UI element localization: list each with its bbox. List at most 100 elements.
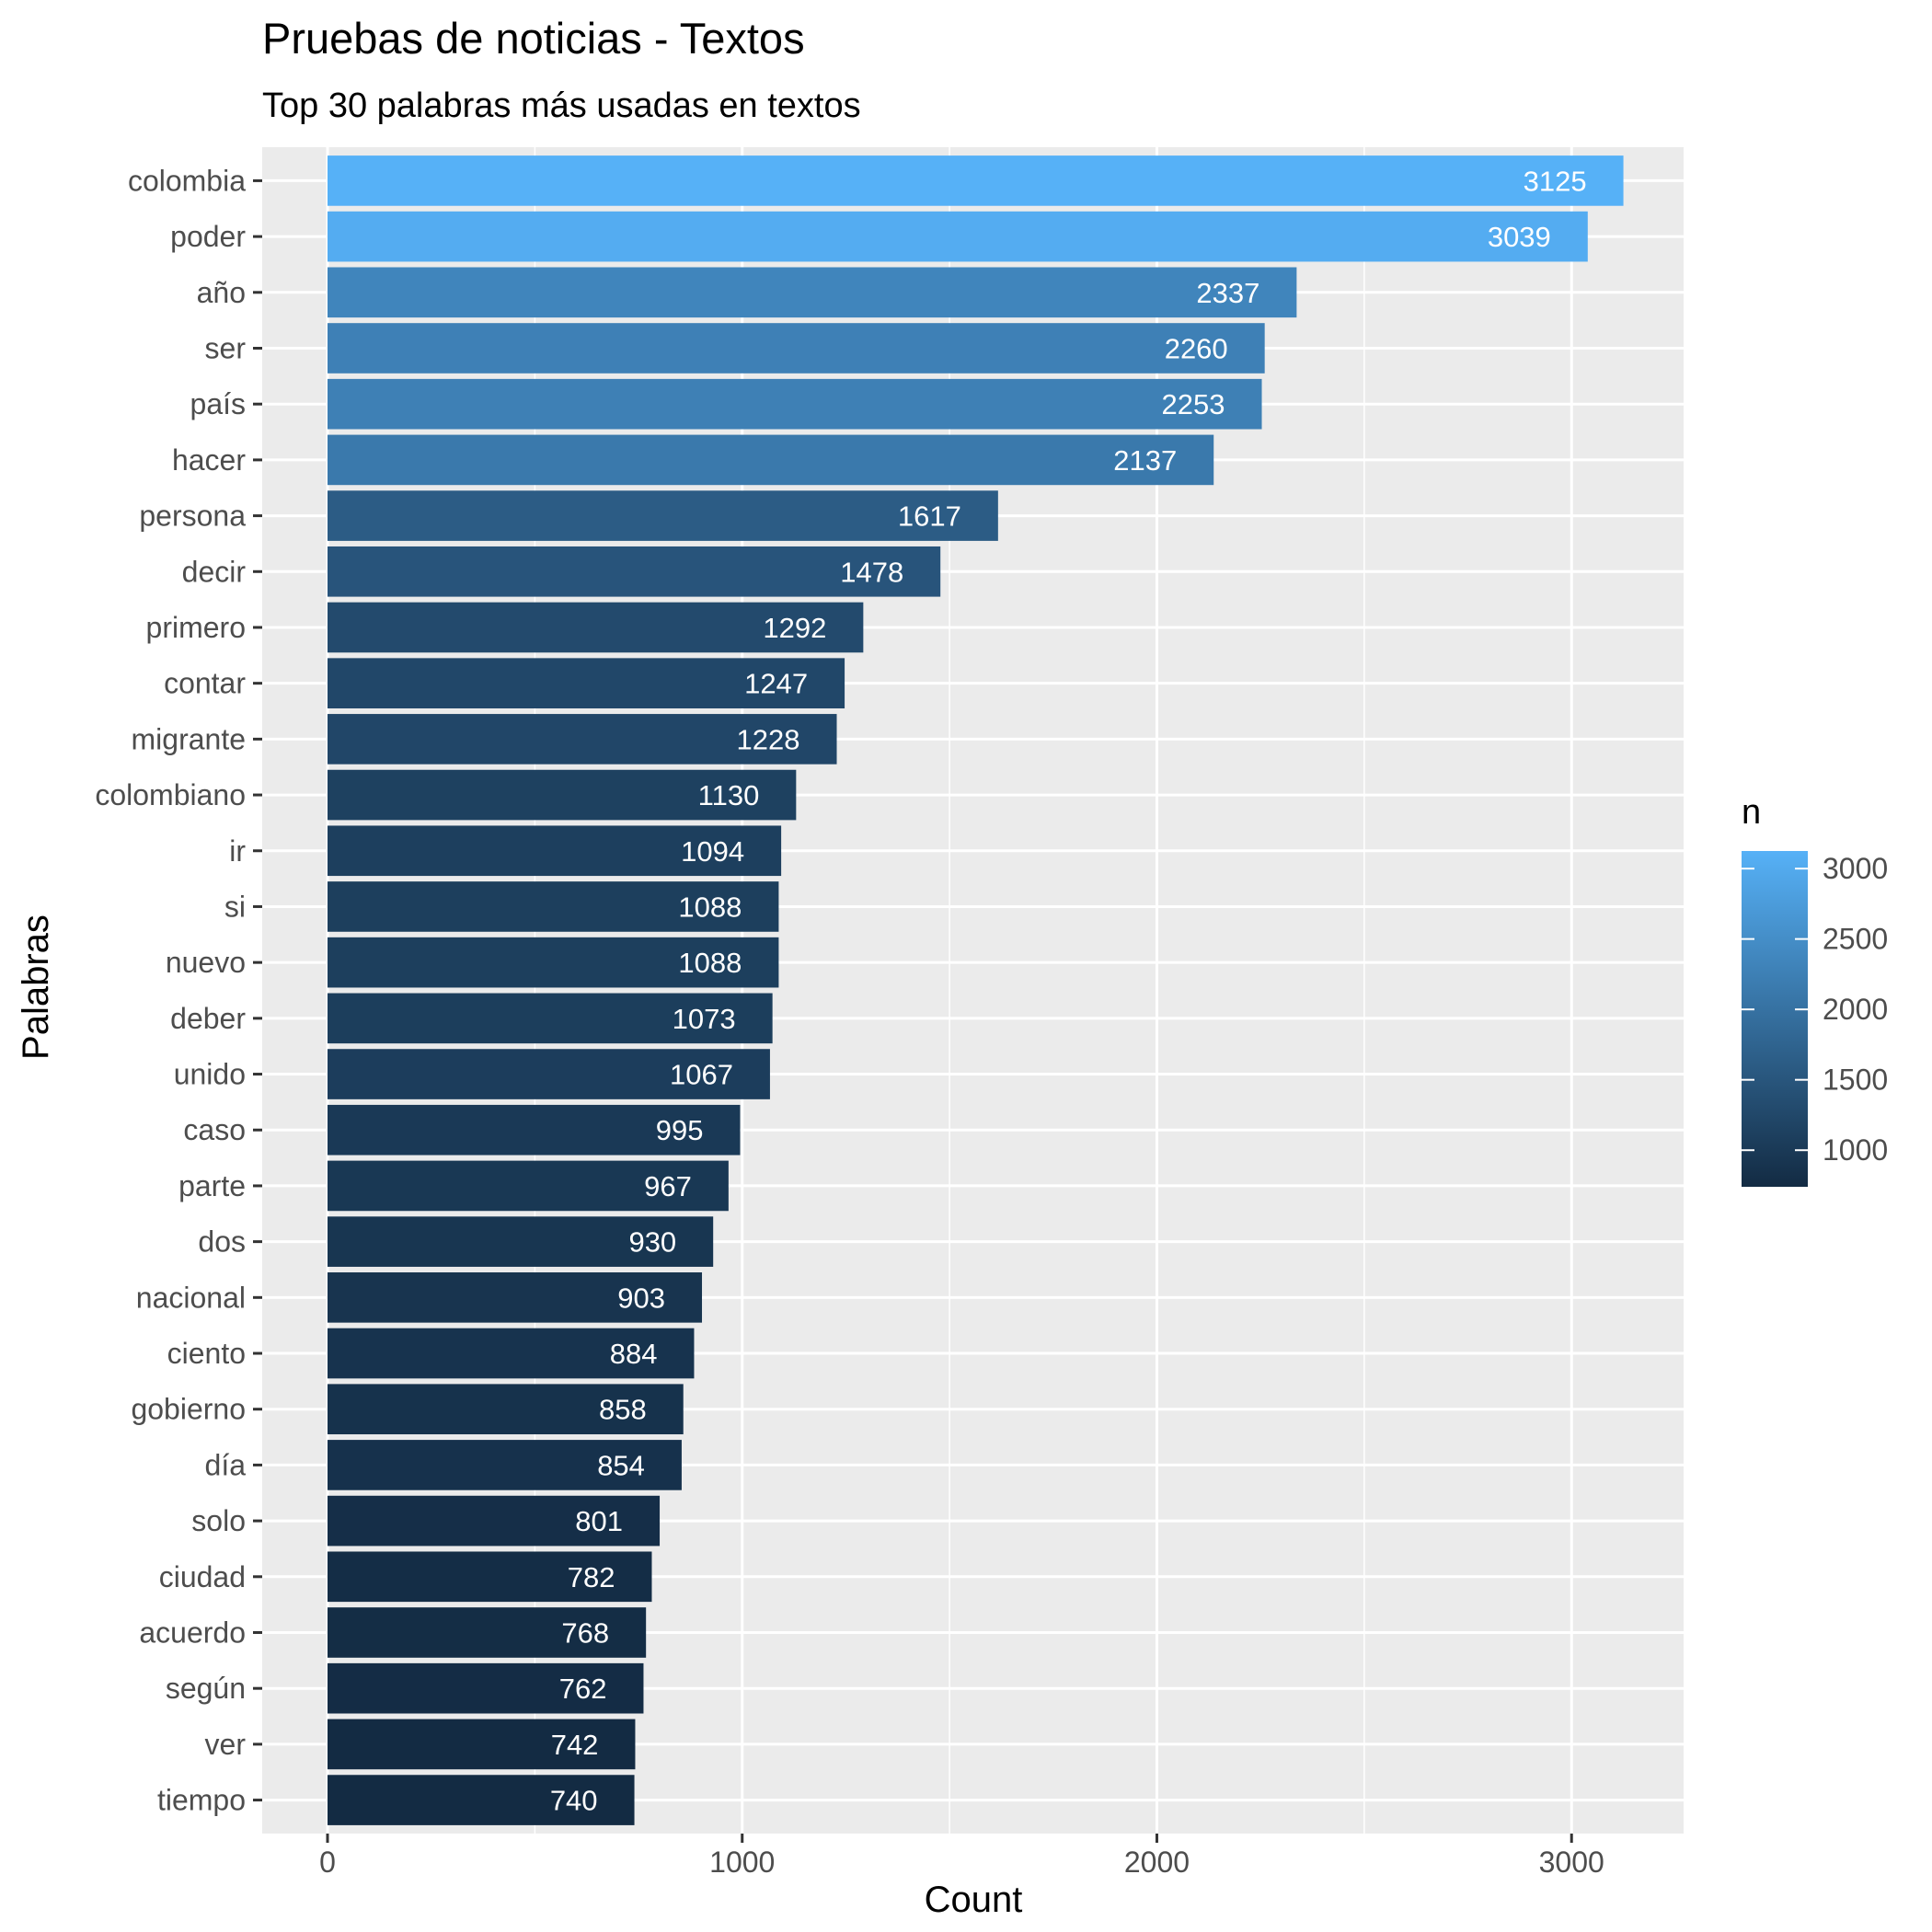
y-tick-label: gobierno: [131, 1393, 246, 1426]
bar: [328, 1551, 652, 1603]
y-tick-label: persona: [139, 500, 246, 533]
bar-value-label: 884: [610, 1338, 658, 1370]
bar: [328, 1216, 714, 1267]
legend-tick-label: 2000: [1823, 993, 1888, 1026]
y-tick-label: contar: [164, 667, 246, 700]
bar: [328, 155, 1624, 206]
legend-tick-label: 1500: [1823, 1064, 1888, 1097]
bar: [328, 825, 782, 877]
bar-value-label: 1067: [670, 1059, 733, 1091]
y-tick-label: dos: [198, 1225, 246, 1259]
bars: 3125 3039 2337 2260 2253 2137 1617 1478 1292 1247…: [328, 155, 1624, 1825]
bar: [328, 1495, 661, 1547]
y-axis: colombia poder año ser país hacer persona decir…: [95, 164, 262, 1817]
x-tick-label: 3000: [1539, 1846, 1604, 1879]
bar: [328, 378, 1262, 430]
x-tick-label: 2000: [1124, 1846, 1190, 1879]
legend-colorbar: [1742, 851, 1808, 1187]
legend-tick-label: 2500: [1823, 923, 1888, 956]
x-axis: 0 1000 2000 3000: [319, 1834, 1604, 1879]
bar: [328, 1049, 770, 1099]
bar: [328, 602, 864, 653]
bar-value-label: 801: [575, 1505, 623, 1537]
bar-value-label: 768: [561, 1616, 609, 1649]
x-tick-label: 1000: [709, 1846, 775, 1879]
chart-title: Pruebas de noticias - Textos: [262, 14, 805, 63]
bar: [328, 1160, 729, 1212]
bar-value-label: 1478: [840, 556, 903, 588]
y-tick-label: migrante: [132, 722, 247, 755]
y-tick-label: ver: [205, 1728, 247, 1761]
y-tick-label: acuerdo: [139, 1616, 246, 1649]
y-tick-label: nuevo: [166, 946, 246, 979]
bar-value-label: 3039: [1488, 221, 1551, 253]
y-tick-label: poder: [170, 220, 246, 253]
bar: [328, 323, 1265, 374]
y-tick-label: hacer: [172, 443, 246, 477]
y-tick-label: decir: [182, 555, 247, 588]
bar: [328, 881, 779, 932]
legend-title: n: [1742, 793, 1761, 832]
bar: [328, 546, 941, 597]
y-tick-label: nacional: [136, 1281, 246, 1314]
bar-value-label: 967: [644, 1170, 692, 1202]
bar-value-label: 3125: [1524, 165, 1587, 197]
bar-value-label: 1088: [678, 891, 742, 923]
bar-value-label: 1228: [737, 723, 800, 755]
y-tick-label: tiempo: [157, 1784, 246, 1817]
bar: [328, 1607, 647, 1658]
bar-value-label: 782: [568, 1561, 615, 1593]
bar: [328, 1440, 682, 1490]
y-tick-label: parte: [178, 1169, 246, 1202]
y-tick-label: caso: [183, 1113, 246, 1146]
y-tick-label: ciudad: [159, 1560, 246, 1593]
bar-value-label: 858: [599, 1394, 647, 1426]
bar-value-label: 1247: [744, 668, 808, 700]
y-tick-label: día: [205, 1448, 247, 1481]
y-axis-title: Palabras: [16, 914, 56, 1060]
y-tick-label: unido: [174, 1058, 246, 1091]
bar: [328, 1719, 636, 1770]
bar: [328, 434, 1214, 486]
bar-value-label: 2137: [1113, 444, 1177, 477]
y-tick-label: país: [190, 387, 246, 420]
bar: [328, 211, 1588, 262]
color-legend: n 1000 1500 2000 2500 3000: [1742, 793, 1888, 1187]
bar: [328, 1775, 635, 1825]
bar-value-label: 1292: [763, 612, 826, 644]
bar: [328, 1384, 684, 1435]
bar-value-label: 995: [656, 1114, 704, 1146]
legend-tick-label: 1000: [1823, 1133, 1888, 1167]
bar-value-label: 740: [550, 1785, 598, 1817]
bar: [328, 490, 998, 541]
y-tick-label: año: [197, 276, 246, 309]
y-tick-label: colombia: [128, 164, 246, 197]
y-tick-label: ser: [205, 332, 247, 365]
bar: [328, 1662, 644, 1714]
bar-value-label: 854: [597, 1449, 645, 1481]
bar: [328, 267, 1297, 318]
bar: [328, 1104, 741, 1156]
bar-value-label: 762: [559, 1673, 607, 1705]
bar-value-label: 2260: [1165, 333, 1228, 365]
y-tick-label: si: [224, 890, 246, 923]
y-tick-label: ir: [229, 834, 246, 868]
bar: [328, 993, 773, 1044]
legend-tick-label: 3000: [1823, 852, 1888, 885]
bar: [328, 658, 845, 708]
bar-value-label: 930: [628, 1226, 676, 1259]
y-tick-label: colombiano: [95, 778, 246, 811]
y-tick-label: deber: [170, 1002, 246, 1035]
bar-value-label: 1094: [681, 835, 744, 868]
bar: [328, 769, 797, 821]
x-tick-label: 0: [319, 1846, 336, 1879]
bar-value-label: 1130: [698, 779, 760, 811]
y-tick-label: solo: [191, 1504, 246, 1537]
y-tick-label: según: [166, 1672, 246, 1705]
bar: [328, 714, 837, 765]
x-axis-title: Count: [925, 1880, 1023, 1920]
bar: [328, 1272, 703, 1323]
y-tick-label: primero: [146, 611, 246, 644]
bar-value-label: 742: [551, 1729, 599, 1761]
